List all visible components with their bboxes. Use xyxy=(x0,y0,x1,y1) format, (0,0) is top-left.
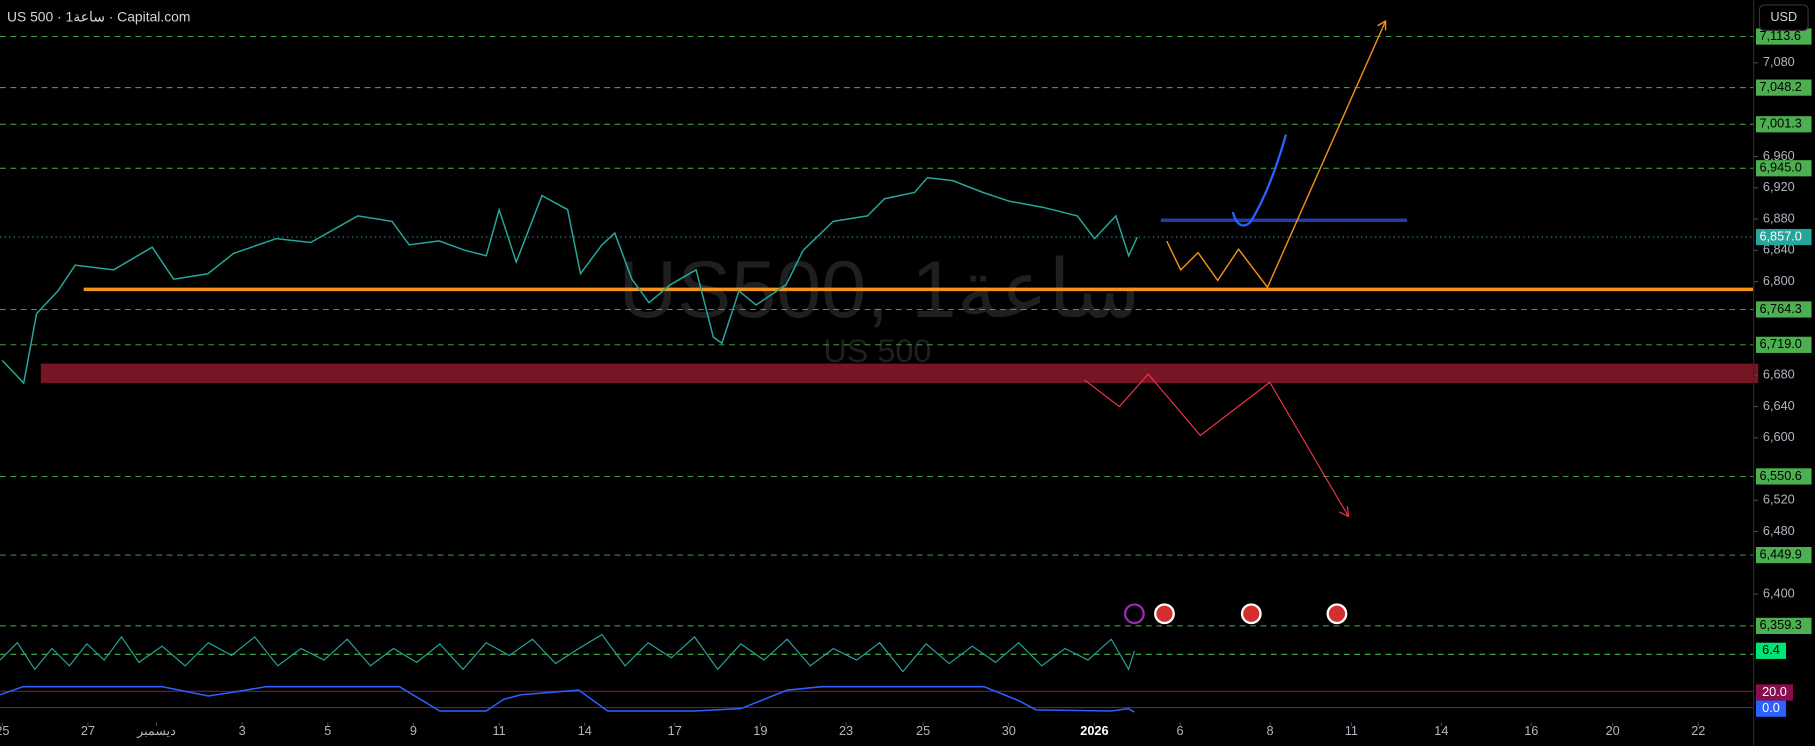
level-label: 6,449.9 xyxy=(1759,546,1801,561)
chart-title: US 500 · 1ساعة · Capital.com xyxy=(7,8,191,24)
y-tick-label: 7,080 xyxy=(1763,54,1795,69)
series xyxy=(1,176,1138,385)
level-badge xyxy=(1755,546,1812,564)
zone xyxy=(40,363,1759,384)
event-icon[interactable] xyxy=(1240,603,1262,625)
y-tick-label: 6,640 xyxy=(1763,398,1795,413)
level-badge xyxy=(1755,116,1812,133)
x-tick-label: 11 xyxy=(1345,723,1358,738)
indicator-badge xyxy=(1755,642,1787,659)
indicator-label: 6.4 xyxy=(1762,642,1780,657)
levels xyxy=(0,36,1754,627)
x-tick-label: 27 xyxy=(81,723,95,738)
indicator-label: 20.0 xyxy=(1762,684,1787,699)
watermark-sub: US 500 xyxy=(823,333,931,369)
x-tick-label: 23 xyxy=(839,723,853,738)
level-label: 7,001.3 xyxy=(1759,116,1801,131)
oscillator xyxy=(0,633,1135,673)
y-tick-label: 6,880 xyxy=(1763,210,1795,225)
indicator-badge xyxy=(1755,700,1787,717)
axes: 7,080 6,960 6,920 6,880 6,840 6,800 6,680 6,640… xyxy=(0,28,1812,739)
level-badge xyxy=(1755,336,1812,353)
arrow-head xyxy=(1377,19,1387,31)
level-badge xyxy=(1755,28,1812,45)
arrow-head xyxy=(1338,506,1350,518)
x-tick-label: 30 xyxy=(1002,723,1016,738)
y-tick-label: 6,520 xyxy=(1763,492,1795,507)
x-tick-label: 6 xyxy=(1177,723,1184,738)
projection-curve xyxy=(1231,134,1288,227)
price-label: 6,857.0 xyxy=(1759,228,1801,243)
x-tick-label: 16 xyxy=(1524,723,1538,738)
y-tick-label: 6,960 xyxy=(1763,148,1795,163)
level-label: 7,048.2 xyxy=(1759,79,1801,94)
level-label: 6,359.3 xyxy=(1759,617,1801,632)
x-tick-label: ديسمبر xyxy=(136,723,176,739)
level-label: 7,113.6 xyxy=(1759,28,1801,43)
x-tick-label: 8 xyxy=(1266,723,1273,738)
event-icon[interactable] xyxy=(1123,603,1145,625)
level-badge xyxy=(1755,468,1812,485)
currency-button[interactable] xyxy=(1758,4,1809,31)
indicator-label: 0.0 xyxy=(1762,700,1780,715)
level-badge xyxy=(1755,617,1812,634)
drawings xyxy=(0,218,1759,384)
x-tick-label: 2026 xyxy=(1080,723,1108,738)
price-badge xyxy=(1755,228,1812,246)
y-tick-label: 6,400 xyxy=(1763,585,1795,600)
x-tick-label: 25 xyxy=(0,723,9,738)
x-tick-label: 19 xyxy=(753,723,767,738)
level-label: 6,945.0 xyxy=(1759,160,1801,175)
indicator-line xyxy=(0,685,1135,713)
currency-label[interactable]: USD xyxy=(1770,9,1797,24)
x-tick-label: 20 xyxy=(1606,723,1620,738)
indicator-badge xyxy=(1755,684,1794,701)
y-tick-label: 6,600 xyxy=(1763,429,1795,444)
level-label: 6,550.6 xyxy=(1759,468,1801,483)
projection-up xyxy=(1166,20,1387,289)
y-tick-label: 6,840 xyxy=(1763,242,1795,257)
price-line-series xyxy=(1,176,1138,385)
level-badge xyxy=(1755,160,1812,177)
level-badge xyxy=(1755,301,1812,318)
x-tick-label: 22 xyxy=(1691,723,1705,738)
y-tick-label: 6,480 xyxy=(1763,523,1795,538)
level-label: 6,719.0 xyxy=(1759,336,1801,351)
level-label: 6,764.3 xyxy=(1759,301,1801,316)
y-tick-label: 6,680 xyxy=(1763,367,1795,382)
x-tick-label: 3 xyxy=(239,723,246,738)
y-tick-label: 6,920 xyxy=(1763,179,1795,194)
event-icon[interactable] xyxy=(1326,603,1348,625)
x-tick-label: 11 xyxy=(493,723,506,738)
projection-down xyxy=(1084,373,1350,517)
x-tick-label: 25 xyxy=(916,723,930,738)
x-tick-label: 14 xyxy=(1434,723,1448,738)
event-icon[interactable] xyxy=(1154,603,1175,625)
x-tick-label: 9 xyxy=(410,723,417,738)
x-tick-label: 5 xyxy=(324,723,331,738)
x-tick-label: 14 xyxy=(578,723,592,738)
x-tick-label: 17 xyxy=(668,723,682,738)
level-badge xyxy=(1755,79,1812,96)
y-tick-label: 6,800 xyxy=(1763,273,1795,288)
